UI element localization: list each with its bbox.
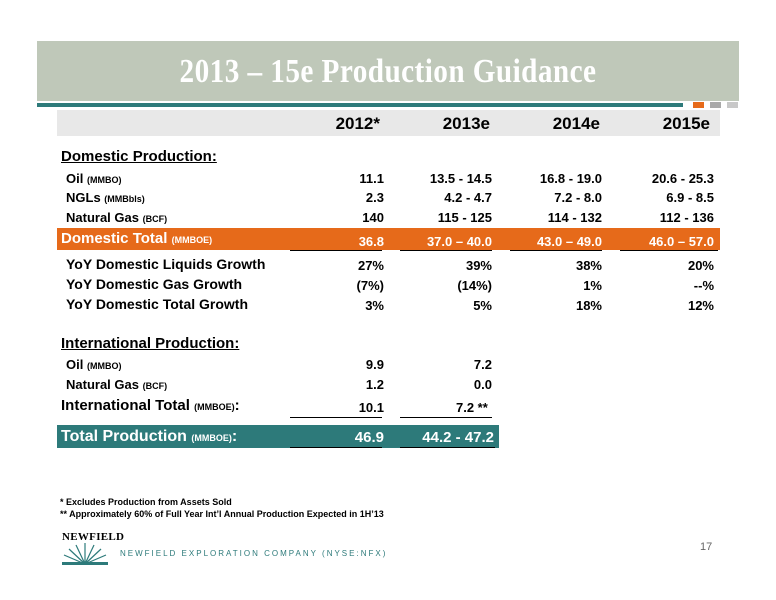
cell: 0.0 [473, 377, 492, 392]
company-name: NEWFIELD EXPLORATION COMPANY (NYSE:NFX) [120, 549, 388, 558]
cell: 11.1 [359, 171, 384, 186]
cell: 18% [575, 298, 602, 313]
separator [290, 250, 382, 251]
cell: 36.8 [358, 234, 384, 249]
separator [400, 417, 492, 418]
cell: 7.2 [473, 357, 492, 372]
cell: 37.0 – 40.0 [426, 234, 492, 249]
international-total-label: International Total (MMBOE): [61, 397, 240, 414]
cell: 38% [575, 258, 602, 273]
cell: 20% [687, 258, 714, 273]
separator [510, 250, 602, 251]
row-label-intl-gas: Natural Gas (BCF) [66, 377, 168, 392]
table-header-bar [57, 110, 720, 136]
row-label-ngls: NGLs (MMBbls) [66, 190, 145, 205]
cell: (14%) [457, 278, 492, 293]
col-header-2014: 2014e [552, 114, 600, 133]
cell: 12% [687, 298, 714, 313]
cell: 2.3 [365, 190, 384, 205]
row-label-total-growth: YoY Domestic Total Growth [66, 296, 249, 312]
separator [400, 250, 492, 251]
cell: 13.5 - 14.5 [429, 171, 492, 186]
cell: 20.6 - 25.3 [651, 171, 714, 186]
domestic-heading: Domestic Production: [61, 148, 217, 165]
col-header-2012: 2012* [335, 114, 380, 133]
cell: 10.1 [358, 400, 384, 415]
title-rule [37, 103, 683, 107]
cell: 46.9 [354, 429, 384, 446]
cell: 43.0 – 49.0 [536, 234, 602, 249]
cell: 3% [365, 298, 384, 313]
cell: 27% [357, 258, 384, 273]
cell: 6.9 - 8.5 [666, 190, 714, 205]
slide-title: 2013 – 15e Production Guidance [179, 53, 597, 90]
cell: 5% [473, 298, 492, 313]
separator [400, 447, 495, 448]
accent-square-orange [693, 102, 704, 108]
col-header-2013: 2013e [442, 114, 490, 133]
cell: 7.2 ** [456, 400, 488, 415]
grand-total-bar [57, 425, 499, 448]
cell: 1% [583, 278, 602, 293]
logo-text: NEWFIELD [62, 531, 125, 543]
footnote-2: ** Approximately 60% of Full Year Int’l … [60, 509, 384, 519]
international-heading: International Production: [61, 335, 240, 352]
separator [290, 447, 382, 448]
cell: 140 [362, 210, 384, 225]
cell: 39% [465, 258, 492, 273]
row-label-gas-growth: YoY Domestic Gas Growth [66, 276, 243, 292]
newfield-logo: NEWFIELD [62, 531, 124, 570]
accent-square-gray [710, 102, 721, 108]
sunburst-icon [62, 543, 108, 565]
cell: --% [693, 278, 714, 293]
footnote-1: * Excludes Production from Assets Sold [60, 497, 232, 507]
row-label-liquids-growth: YoY Domestic Liquids Growth [66, 256, 266, 272]
cell: 112 - 136 [659, 210, 714, 225]
cell: 9.9 [365, 357, 384, 372]
col-header-2015: 2015e [662, 114, 710, 133]
row-label-natural-gas: Natural Gas (BCF) [66, 210, 168, 225]
row-label-oil: Oil (MMBO) [66, 171, 122, 186]
grand-total-label: Total Production (MMBOE): [61, 428, 238, 445]
cell: 7.2 - 8.0 [554, 190, 602, 205]
domestic-total-bar [57, 228, 720, 250]
domestic-total-label: Domestic Total (MMBOE) [61, 230, 213, 247]
page-number: 17 [700, 541, 713, 553]
row-label-intl-oil: Oil (MMBO) [66, 357, 122, 372]
title-bar [37, 41, 739, 101]
cell: 114 - 132 [547, 210, 602, 225]
separator [620, 250, 718, 251]
cell: (7%) [356, 278, 384, 293]
cell: 115 - 125 [437, 210, 492, 225]
cell: 4.2 - 4.7 [444, 190, 492, 205]
cell: 16.8 - 19.0 [539, 171, 602, 186]
accent-square-light [727, 102, 738, 108]
cell: 44.2 - 47.2 [422, 429, 494, 446]
separator [290, 417, 382, 418]
cell: 1.2 [365, 377, 384, 392]
cell: 46.0 – 57.0 [648, 234, 714, 249]
